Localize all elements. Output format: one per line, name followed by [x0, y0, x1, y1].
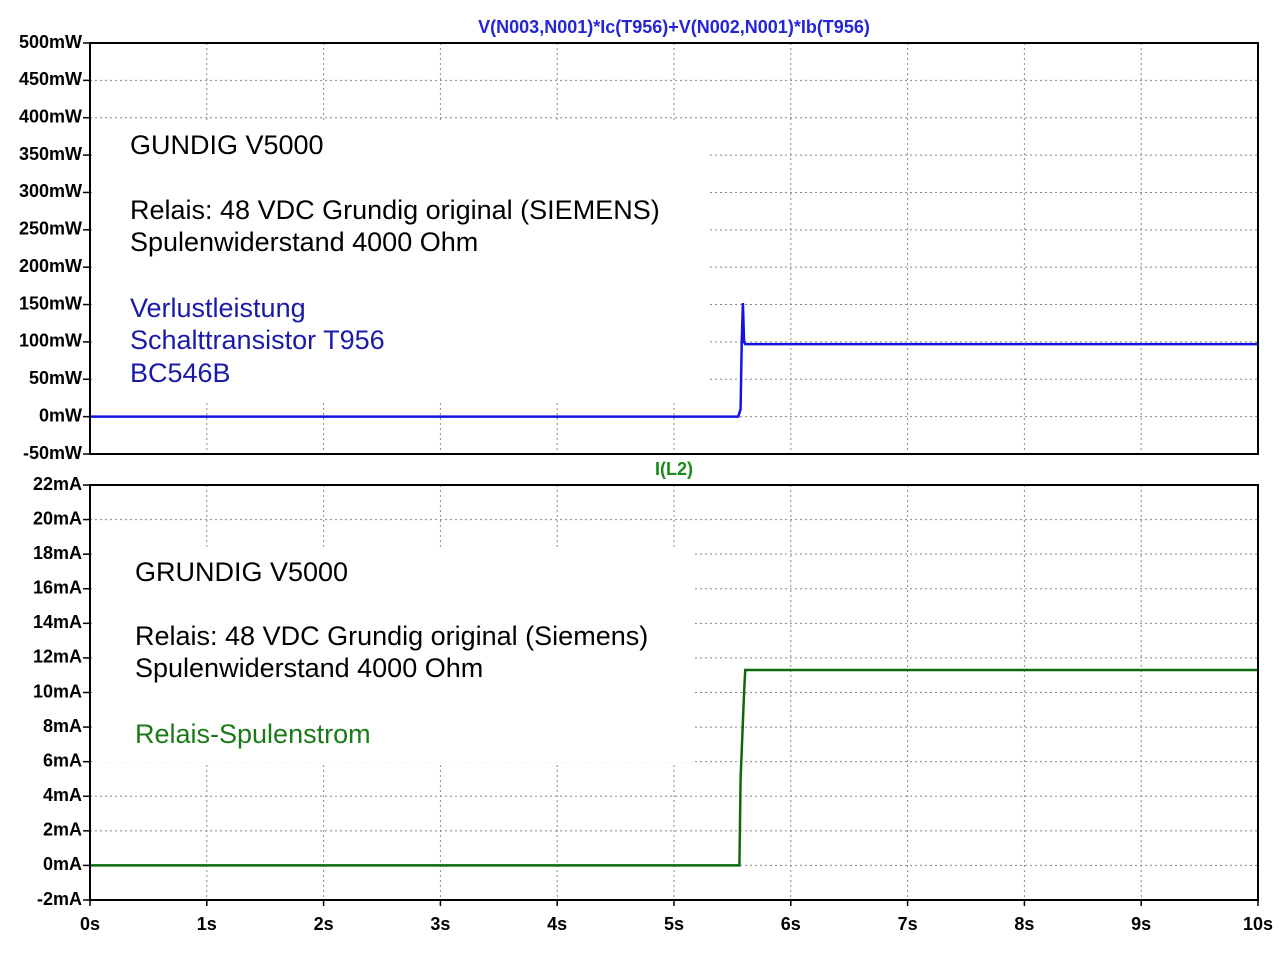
- y-tick-label: 10mA: [33, 681, 82, 701]
- x-tick-label: 1s: [197, 914, 217, 934]
- annotation-box: [92, 122, 710, 402]
- y-tick-label: 0mW: [39, 405, 82, 425]
- annotation: GRUNDIG V5000: [135, 557, 348, 587]
- chart-title: V(N003,N001)*Ic(T956)+V(N002,N001)*Ib(T9…: [478, 17, 870, 37]
- series-line: [90, 303, 1258, 418]
- y-tick-label: 22mA: [33, 474, 82, 494]
- annotation: Spulenwiderstand 4000 Ohm: [135, 653, 483, 683]
- y-tick-label: -50mW: [23, 443, 82, 463]
- annotation: Spulenwiderstand 4000 Ohm: [130, 227, 478, 257]
- y-tick-label: 450mW: [19, 69, 82, 89]
- y-tick-label: 16mA: [33, 578, 82, 598]
- chart-title: I(L2): [655, 459, 693, 479]
- annotation: BC546B: [130, 358, 231, 388]
- y-tick-label: 200mW: [19, 256, 82, 276]
- x-tick-label: 6s: [781, 914, 801, 934]
- y-tick-label: 2mA: [43, 820, 82, 840]
- x-tick-label: 3s: [430, 914, 450, 934]
- y-tick-label: 400mW: [19, 106, 82, 126]
- annotation: Relais: 48 VDC Grundig original (Siemens…: [135, 621, 648, 651]
- y-tick-label: 300mW: [19, 181, 82, 201]
- y-tick-label: -2mA: [37, 889, 82, 909]
- x-tick-label: 2s: [314, 914, 334, 934]
- y-tick-label: 6mA: [43, 750, 82, 770]
- y-tick-label: 4mA: [43, 785, 82, 805]
- y-tick-label: 20mA: [33, 508, 82, 528]
- annotation: Schalttransistor T956: [130, 325, 385, 355]
- y-tick-label: 50mW: [29, 368, 82, 388]
- x-tick-label: 5s: [664, 914, 684, 934]
- y-tick-label: 0mA: [43, 854, 82, 874]
- x-tick-label: 0s: [80, 914, 100, 934]
- x-tick-label: 9s: [1131, 914, 1151, 934]
- y-tick-label: 12mA: [33, 647, 82, 667]
- annotation: Verlustleistung: [130, 293, 306, 323]
- annotation-box: [92, 548, 695, 762]
- x-tick-label: 4s: [547, 914, 567, 934]
- plot-frame: [89, 42, 1259, 455]
- annotation: Relais: 48 VDC Grundig original (SIEMENS…: [130, 195, 660, 225]
- y-tick-label: 500mW: [19, 32, 82, 52]
- annotation: GUNDIG V5000: [130, 130, 324, 160]
- plot-frame: [89, 484, 1259, 901]
- y-tick-label: 14mA: [33, 612, 82, 632]
- y-tick-label: 100mW: [19, 331, 82, 351]
- annotation: Relais-Spulenstrom: [135, 719, 371, 749]
- y-tick-label: 8mA: [43, 716, 82, 736]
- x-tick-label: 8s: [1014, 914, 1034, 934]
- y-tick-label: 150mW: [19, 293, 82, 313]
- series-line: [90, 668, 1258, 867]
- y-tick-label: 350mW: [19, 144, 82, 164]
- y-tick-label: 18mA: [33, 543, 82, 563]
- x-tick-label: 7s: [898, 914, 918, 934]
- y-tick-label: 250mW: [19, 219, 82, 239]
- x-tick-label: 10s: [1243, 914, 1273, 934]
